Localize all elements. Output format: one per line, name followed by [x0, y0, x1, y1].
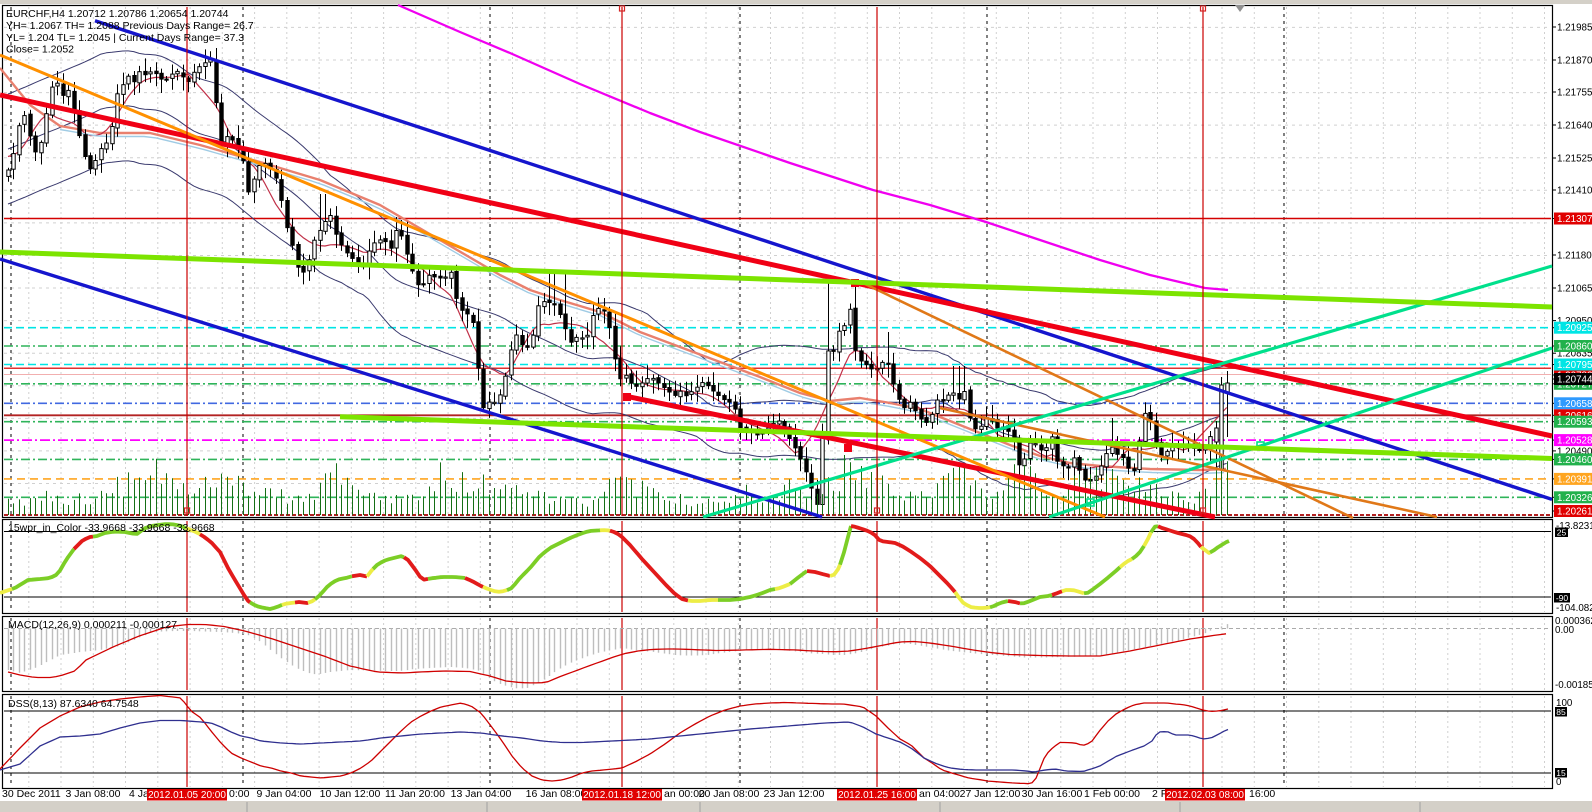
svg-text:1.21065: 1.21065	[1557, 284, 1592, 295]
svg-text:1.21307: 1.21307	[1557, 214, 1592, 225]
svg-text:27 Jan 12:00: 27 Jan 12:00	[960, 788, 1021, 800]
svg-text:1.21870: 1.21870	[1557, 56, 1592, 67]
svg-text:15: 15	[1556, 768, 1566, 778]
svg-text:1.20744: 1.20744	[1557, 375, 1592, 386]
svg-text:0.000362: 0.000362	[1555, 616, 1592, 627]
svg-text:16 Jan 08:00: 16 Jan 08:00	[526, 788, 587, 800]
svg-text:15wpr_in_Color -33.9668 -33.96: 15wpr_in_Color -33.9668 -33.9668 -33.966…	[8, 522, 215, 534]
svg-text:11 Jan 20:00: 11 Jan 20:00	[385, 788, 445, 800]
svg-text:DSS(8,13) 87.6340 64.7548: DSS(8,13) 87.6340 64.7548	[8, 698, 139, 710]
svg-text:-90: -90	[1556, 593, 1569, 603]
svg-text:2012.02.03 08:00: 2012.02.03 08:00	[1166, 790, 1244, 801]
svg-text:1.20528: 1.20528	[1557, 436, 1592, 447]
svg-text:85: 85	[1556, 707, 1566, 717]
svg-text:25: 25	[1557, 528, 1567, 538]
svg-text:1.21755: 1.21755	[1557, 88, 1592, 99]
svg-text:16:00: 16:00	[1249, 788, 1275, 800]
svg-text:an 00:00: an 00:00	[664, 788, 705, 800]
svg-text:2 F: 2 F	[1152, 788, 1167, 800]
svg-text:1.20261: 1.20261	[1557, 507, 1592, 518]
svg-text:-0.00185: -0.00185	[1555, 680, 1592, 691]
svg-text:1.20925: 1.20925	[1557, 323, 1592, 334]
svg-text:0: 0	[1556, 777, 1562, 788]
svg-text:1.20835: 1.20835	[1557, 349, 1592, 360]
svg-text:0:00: 0:00	[229, 788, 250, 800]
svg-text:30 Jan 16:00: 30 Jan 16:00	[1022, 788, 1083, 800]
svg-text:an 04:00: an 04:00	[919, 788, 960, 800]
svg-text:1.20460: 1.20460	[1557, 455, 1592, 466]
svg-text:9 Jan 04:00: 9 Jan 04:00	[257, 788, 312, 800]
svg-text:1.21410: 1.21410	[1557, 186, 1592, 197]
svg-text:MACD(12,26,9) 0.000211 -0.0001: MACD(12,26,9) 0.000211 -0.000127	[8, 619, 177, 631]
svg-text:1.21640: 1.21640	[1557, 121, 1592, 132]
svg-text:1.20593: 1.20593	[1557, 417, 1592, 428]
svg-text:1.20391: 1.20391	[1557, 474, 1592, 485]
svg-text:1.20658: 1.20658	[1557, 399, 1592, 410]
svg-text:1.21985: 1.21985	[1557, 23, 1592, 34]
svg-text:YL= 1.204 TL= 1.2045 | C: YL= 1.204 TL= 1.2045 | Current Days Rang…	[6, 32, 244, 44]
svg-text:2012.01.05 20:00: 2012.01.05 20:00	[148, 790, 226, 801]
svg-text:EURCHF,H4 1.20712 1.20786 1.2: EURCHF,H4 1.20712 1.20786 1.20654 1.2074…	[6, 8, 229, 20]
svg-text:Close= 1.2052: Close= 1.2052	[6, 44, 74, 56]
svg-text:1.21525: 1.21525	[1557, 154, 1592, 165]
svg-text:-104.082: -104.082	[1556, 603, 1592, 614]
svg-text:0.00: 0.00	[1555, 625, 1575, 636]
svg-text:1.20795: 1.20795	[1557, 360, 1592, 371]
svg-text:3 Jan 08:00: 3 Jan 08:00	[66, 788, 121, 800]
svg-text:4 Ja: 4 Ja	[129, 788, 149, 800]
svg-text:30 Dec 2011: 30 Dec 2011	[2, 788, 61, 800]
svg-text:1.21180: 1.21180	[1557, 251, 1592, 262]
svg-text:-13.8231: -13.8231	[1556, 521, 1592, 532]
svg-text:1.20860: 1.20860	[1557, 342, 1592, 353]
svg-text:23 Jan 12:00: 23 Jan 12:00	[764, 788, 825, 800]
svg-text:1.20950: 1.20950	[1557, 316, 1592, 327]
svg-text:YH= 1.2067 TH= 1.2088 Pr: YH= 1.2067 TH= 1.2088 Previous Days Rang…	[6, 20, 254, 32]
svg-text:1.20326: 1.20326	[1557, 493, 1592, 504]
svg-text:100: 100	[1556, 698, 1573, 709]
svg-text:2012.01.18 12:00: 2012.01.18 12:00	[583, 790, 661, 801]
svg-text:10 Jan 12:00: 10 Jan 12:00	[320, 788, 381, 800]
svg-text:2012.01.25 16:00: 2012.01.25 16:00	[838, 790, 916, 801]
svg-text:1 Feb 00:00: 1 Feb 00:00	[1084, 788, 1140, 800]
svg-text:13 Jan 04:00: 13 Jan 04:00	[451, 788, 512, 800]
svg-text:20 Jan 08:00: 20 Jan 08:00	[699, 788, 760, 800]
svg-text:1.20490: 1.20490	[1557, 446, 1592, 457]
